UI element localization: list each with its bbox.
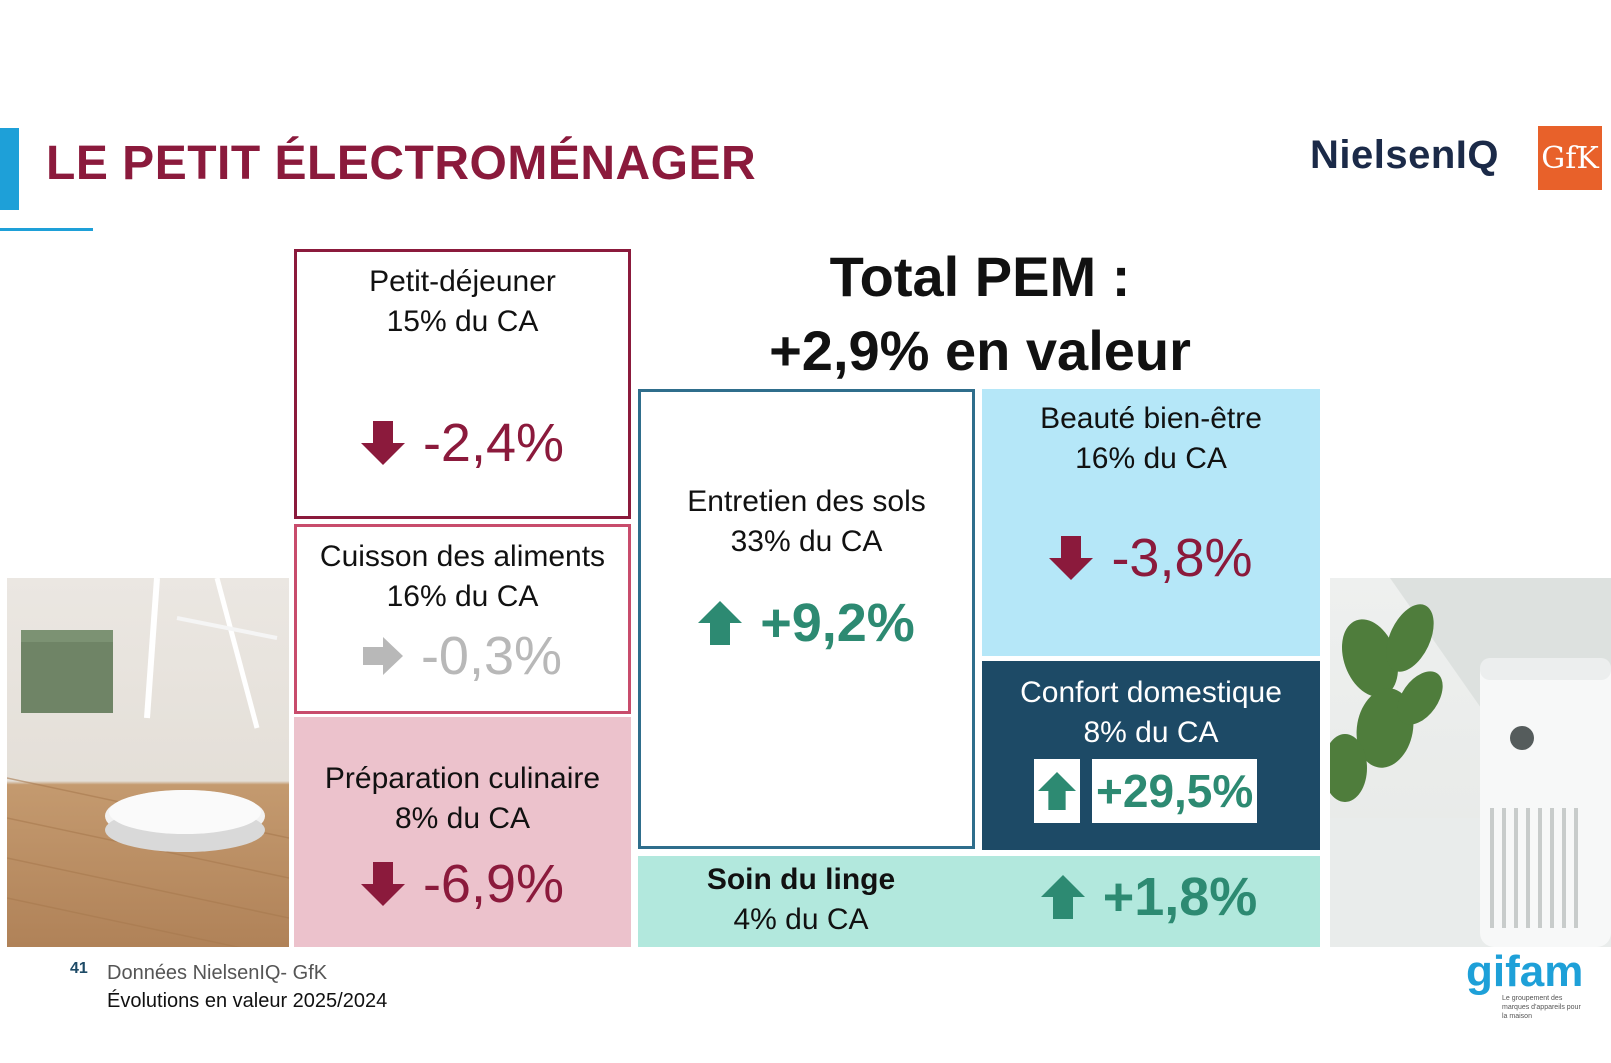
headline-line1: Total PEM : (829, 245, 1131, 308)
air-purifier-photo (1330, 578, 1611, 947)
segment-name: Entretien des sols (687, 485, 926, 518)
segment-name: Soin du linge (706, 863, 896, 896)
robot-vacuum-photo (7, 578, 289, 947)
gifam-logo-word: gifam (1466, 947, 1584, 996)
segment-change: +29,5% (1034, 759, 1258, 823)
segment-entretien-des-sols: Entretien des sols 33% du CA +9,2% (638, 389, 975, 849)
segment-share: 33% du CA (730, 525, 883, 558)
segment-name: Petit-déjeuner (369, 265, 556, 298)
segment-share: 15% du CA (386, 305, 539, 338)
headline: Total PEM : +2,9% en valeur (640, 240, 1320, 388)
segment-name: Préparation culinaire (324, 762, 601, 795)
title-accent-bar (0, 128, 19, 210)
segment-label: Soin du linge 4% du CA (638, 860, 964, 940)
segment-change-value: -6,9% (422, 854, 565, 914)
nielseniq-logo: NielsenIQ (1310, 133, 1500, 177)
segment-share: 8% du CA (394, 802, 531, 835)
segment-change-value: +29,5% (1092, 759, 1258, 823)
segment-share: 4% du CA (733, 903, 869, 936)
source-note: Données NielsenIQ- GfK (107, 962, 328, 984)
segment-share: 16% du CA (1075, 442, 1227, 475)
segment-beaute-bien-etre: Beauté bien-être 16% du CA -3,8% (982, 389, 1320, 656)
arrow-down-icon (360, 421, 405, 465)
page-number: 41 (70, 960, 88, 977)
gfk-logo: GfK (1538, 126, 1602, 190)
page-title: LE PETIT ÉLECTROMÉNAGER (46, 137, 757, 190)
segment-cuisson: Cuisson des aliments 16% du CA -0,3% (294, 524, 631, 714)
segment-share: 16% du CA (386, 580, 539, 613)
segment-change-value: +9,2% (760, 593, 915, 653)
segment-change: -3,8% (982, 527, 1320, 589)
evolution-note: Évolutions en valeur 2025/2024 (107, 990, 388, 1012)
segment-change: +9,2% (641, 592, 972, 654)
title-underline (0, 228, 93, 231)
segment-name: Confort domestique (1020, 676, 1282, 709)
segment-confort-domestique: Confort domestique 8% du CA +29,5% (982, 661, 1320, 850)
arrow-up-chip (1034, 759, 1080, 823)
arrow-up-icon (1040, 875, 1085, 919)
arrow-right-icon (362, 637, 403, 675)
segment-name: Beauté bien-être (1040, 402, 1262, 435)
gifam-logo: gifam Le groupement des marques d'appare… (1466, 950, 1586, 1021)
arrow-up-icon (1038, 772, 1076, 810)
segment-change-value: -3,8% (1111, 528, 1253, 588)
segment-preparation-culinaire: Préparation culinaire 8% du CA -6,9% (294, 717, 631, 947)
segment-change: -0,3% (297, 625, 628, 687)
segment-change-value: -0,3% (420, 626, 563, 686)
segment-change-value: -2,4% (422, 413, 565, 473)
arrow-up-icon (698, 601, 743, 645)
segment-change: +1,8% (978, 866, 1320, 928)
segment-soin-du-linge: Soin du linge 4% du CA +1,8% (638, 856, 1320, 947)
segment-change-value: +1,8% (1102, 867, 1258, 927)
segment-change: -6,9% (294, 853, 631, 915)
arrow-down-icon (1049, 536, 1094, 580)
segment-petit-dejeuner: Petit-déjeuner 15% du CA -2,4% (294, 249, 631, 519)
arrow-down-icon (360, 862, 405, 906)
segment-share: 8% du CA (1083, 716, 1219, 749)
segment-name: Cuisson des aliments (319, 540, 606, 573)
headline-line2: +2,9% en valeur (769, 319, 1191, 382)
gifam-logo-tagline: Le groupement des marques d'appareils po… (1502, 995, 1581, 1020)
segment-change: -2,4% (297, 412, 628, 474)
